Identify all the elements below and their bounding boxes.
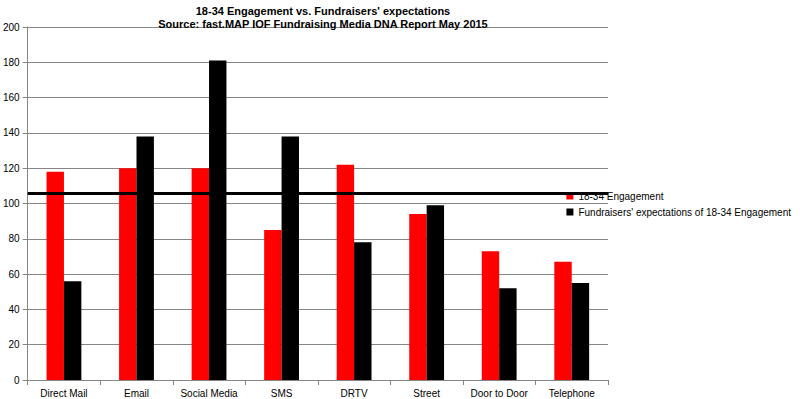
svg-text:DRTV: DRTV bbox=[341, 388, 368, 399]
svg-text:Telephone: Telephone bbox=[549, 388, 596, 399]
svg-text:100: 100 bbox=[3, 198, 20, 209]
svg-text:200: 200 bbox=[3, 22, 20, 33]
svg-text:0: 0 bbox=[14, 375, 20, 386]
svg-text:18-34 Engagement vs. Fundraise: 18-34 Engagement vs. Fundraisers' expect… bbox=[196, 5, 451, 17]
svg-text:40: 40 bbox=[9, 304, 21, 315]
svg-text:80: 80 bbox=[9, 233, 21, 244]
svg-text:Door to Door: Door to Door bbox=[471, 388, 529, 399]
svg-text:180: 180 bbox=[3, 57, 20, 68]
svg-text:Street: Street bbox=[413, 388, 440, 399]
svg-text:Social Media: Social Media bbox=[180, 388, 238, 399]
svg-text:Source: fast.MAP IOF Fundraisi: Source: fast.MAP IOF Fundraising Media D… bbox=[158, 18, 487, 30]
svg-text:18-34 Engagement: 18-34 Engagement bbox=[578, 190, 664, 202]
svg-text:Fundraisers' expectations of 1: Fundraisers' expectations of 18-34 Engag… bbox=[578, 207, 791, 218]
svg-text:140: 140 bbox=[3, 127, 20, 138]
svg-text:120: 120 bbox=[3, 163, 20, 174]
svg-text:Direct Mail: Direct Mail bbox=[40, 388, 87, 399]
svg-text:SMS: SMS bbox=[271, 388, 293, 399]
svg-text:Email: Email bbox=[124, 388, 149, 399]
svg-text:60: 60 bbox=[9, 269, 21, 280]
svg-text:20: 20 bbox=[9, 339, 21, 350]
svg-text:160: 160 bbox=[3, 92, 20, 103]
